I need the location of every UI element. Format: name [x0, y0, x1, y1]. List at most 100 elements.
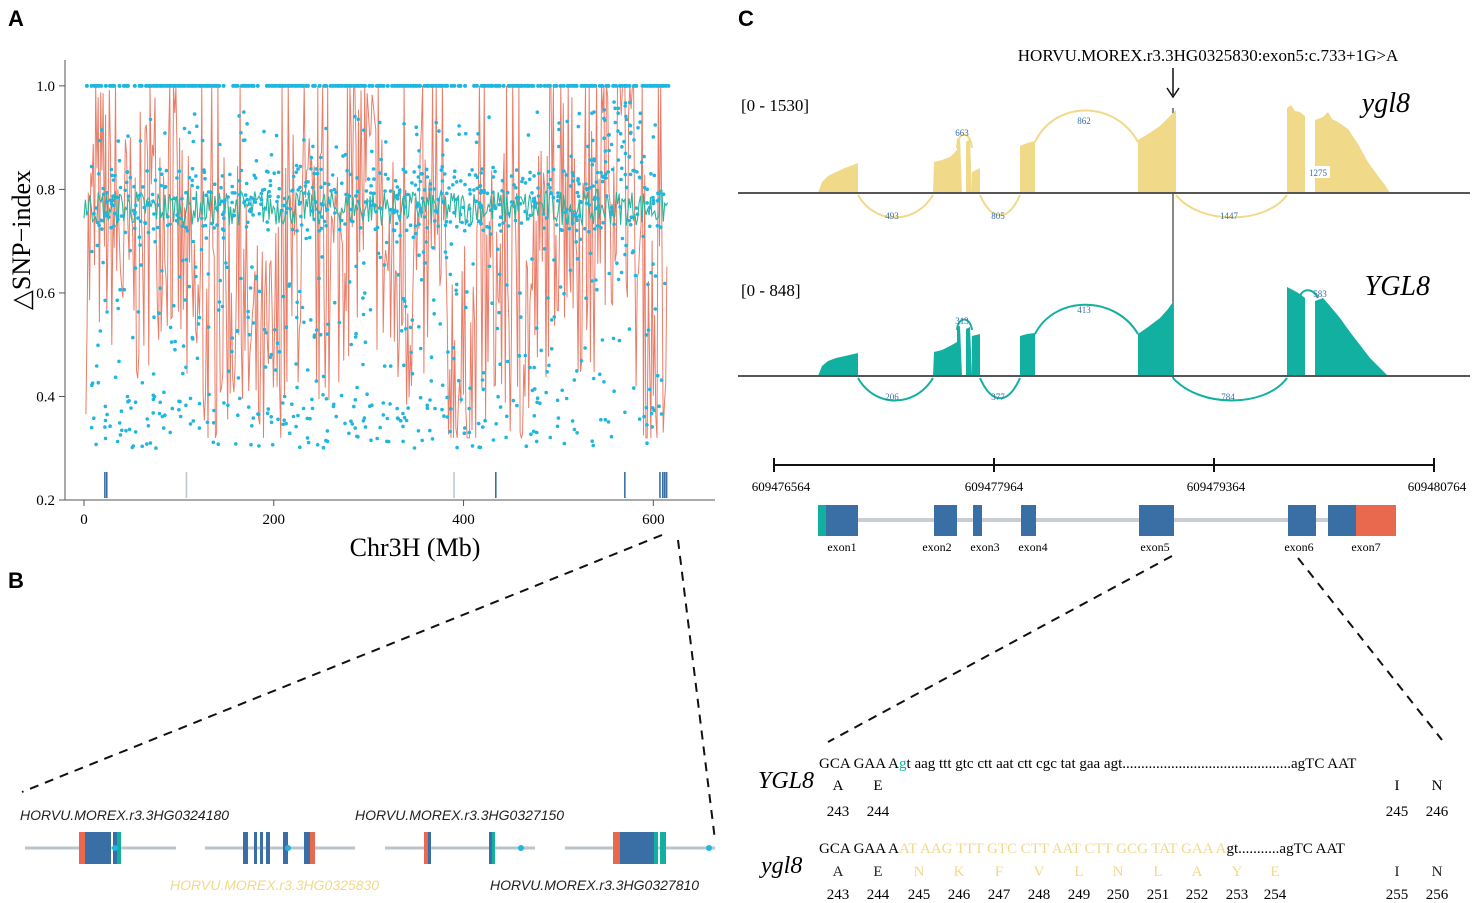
- data-point: [577, 182, 581, 186]
- data-point: [578, 237, 583, 242]
- data-point: [645, 187, 649, 192]
- data-point: [190, 166, 195, 171]
- data-point: [590, 162, 595, 167]
- data-point: [534, 201, 539, 206]
- data-point: [479, 203, 483, 208]
- data-point: [591, 443, 595, 448]
- data-point: [499, 229, 503, 233]
- data-point: [651, 135, 656, 139]
- data-point: [459, 397, 464, 402]
- data-point: [603, 160, 608, 164]
- data-point: [89, 83, 94, 88]
- data-point: [275, 341, 280, 346]
- data-point: [438, 322, 443, 326]
- data-point: [421, 250, 426, 254]
- data-point: [463, 426, 467, 430]
- data-point: [103, 298, 107, 303]
- data-point: [428, 187, 433, 192]
- residue-number: 246: [1426, 804, 1449, 820]
- data-point: [332, 402, 336, 407]
- data-point: [267, 189, 271, 194]
- data-point: [590, 111, 594, 115]
- data-point: [569, 154, 573, 159]
- data-point: [138, 219, 143, 224]
- amino-acid: N: [1432, 778, 1443, 794]
- data-point: [321, 393, 325, 397]
- data-point: [327, 200, 332, 204]
- data-point: [397, 190, 402, 195]
- data-point: [570, 170, 575, 175]
- data-point: [391, 228, 396, 232]
- data-point: [600, 338, 605, 342]
- data-point: [454, 292, 459, 296]
- data-point: [418, 395, 423, 400]
- data-point: [394, 221, 399, 226]
- data-point: [619, 270, 624, 275]
- data-point: [542, 83, 547, 88]
- gene-model-1: [25, 832, 176, 864]
- data-point: [207, 392, 211, 397]
- data-point: [488, 208, 493, 212]
- data-point: [644, 333, 649, 337]
- data-point: [362, 261, 366, 265]
- data-point: [526, 217, 530, 221]
- data-point: [139, 83, 144, 88]
- data-point: [497, 272, 502, 277]
- data-point: [456, 378, 461, 383]
- data-point: [468, 192, 472, 196]
- data-point: [244, 181, 249, 186]
- data-point: [651, 195, 655, 200]
- data-point: [442, 414, 446, 418]
- data-point: [512, 205, 517, 209]
- data-point: [290, 402, 294, 407]
- data-point: [238, 396, 242, 401]
- data-point: [406, 83, 411, 88]
- data-point: [318, 332, 323, 337]
- data-point: [570, 419, 575, 423]
- data-point: [575, 369, 579, 373]
- data-point: [185, 228, 189, 233]
- data-point: [584, 182, 588, 186]
- data-point: [409, 350, 413, 355]
- data-point: [425, 403, 430, 408]
- data-point: [243, 138, 247, 142]
- data-point: [276, 170, 281, 175]
- data-point: [382, 364, 387, 368]
- track-name-YGL8: YGL8: [1365, 271, 1430, 302]
- data-point: [497, 310, 501, 315]
- data-point: [302, 320, 306, 325]
- data-point: [523, 353, 528, 358]
- data-point: [110, 173, 114, 178]
- data-point: [444, 219, 449, 224]
- data-point: [148, 441, 153, 445]
- data-point: [269, 415, 274, 419]
- data-point: [106, 215, 111, 219]
- data-point: [320, 255, 324, 259]
- data-point: [255, 83, 260, 88]
- data-point: [618, 131, 623, 136]
- data-point: [521, 176, 525, 181]
- seq-mut: GCA GAA AAT AAG TTT GTC CTT AAT CTT GCG …: [819, 841, 1345, 857]
- data-point: [653, 123, 657, 127]
- data-point: [308, 416, 312, 421]
- data-point: [205, 420, 210, 425]
- data-point: [137, 235, 142, 239]
- data-point: [424, 240, 429, 244]
- data-point: [312, 217, 317, 222]
- data-point: [523, 181, 528, 185]
- data-point: [230, 336, 235, 340]
- data-point: [454, 197, 459, 202]
- data-point: [103, 404, 108, 409]
- data-point: [575, 218, 579, 223]
- data-point: [651, 201, 656, 206]
- data-point: [594, 278, 598, 282]
- data-point: [476, 421, 481, 426]
- data-point: [467, 172, 472, 177]
- data-point: [353, 426, 358, 430]
- data-point: [348, 172, 353, 177]
- residue-number: 245: [908, 887, 931, 903]
- data-point: [340, 181, 344, 185]
- data-point: [219, 199, 224, 204]
- data-point: [309, 209, 313, 213]
- data-point: [546, 296, 550, 300]
